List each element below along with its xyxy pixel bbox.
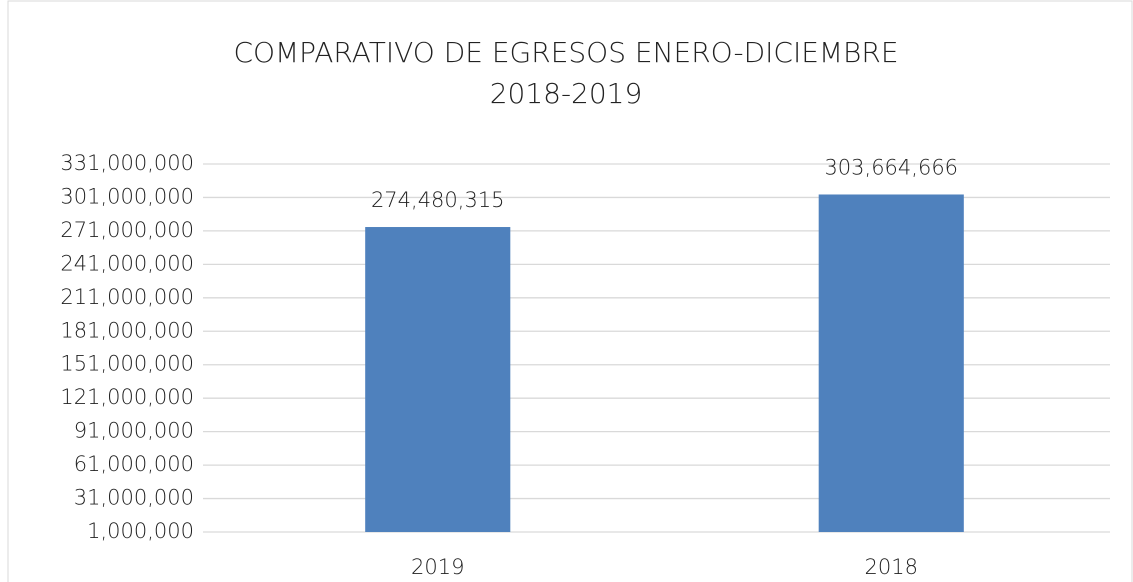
y-tick-label: 121,000,000 [60, 385, 194, 409]
y-tick-label: 241,000,000 [60, 251, 194, 275]
y-tick-label: 31,000,000 [74, 486, 194, 510]
bar [365, 227, 511, 532]
y-tick-label: 211,000,000 [60, 285, 194, 309]
data-label: 274,480,315 [371, 188, 505, 212]
y-tick-label: 91,000,000 [74, 419, 194, 443]
y-tick-label: 271,000,000 [60, 218, 194, 242]
chart-title: COMPARATIVO DE EGRESOS ENERO-DICIEMBRE [233, 36, 898, 69]
y-tick-label: 151,000,000 [60, 352, 194, 376]
y-tick-label: 331,000,000 [60, 151, 194, 175]
y-tick-label: 61,000,000 [74, 452, 194, 476]
bar [818, 194, 964, 532]
x-tick-label: 2018 [865, 555, 918, 579]
y-tick-label: 301,000,000 [60, 184, 194, 208]
y-tick-label: 1,000,000 [87, 519, 194, 543]
y-tick-label: 181,000,000 [60, 318, 194, 342]
data-label: 303,664,666 [824, 155, 958, 179]
chart-title: 2018-2019 [490, 77, 643, 110]
x-tick-label: 2019 [411, 555, 464, 579]
